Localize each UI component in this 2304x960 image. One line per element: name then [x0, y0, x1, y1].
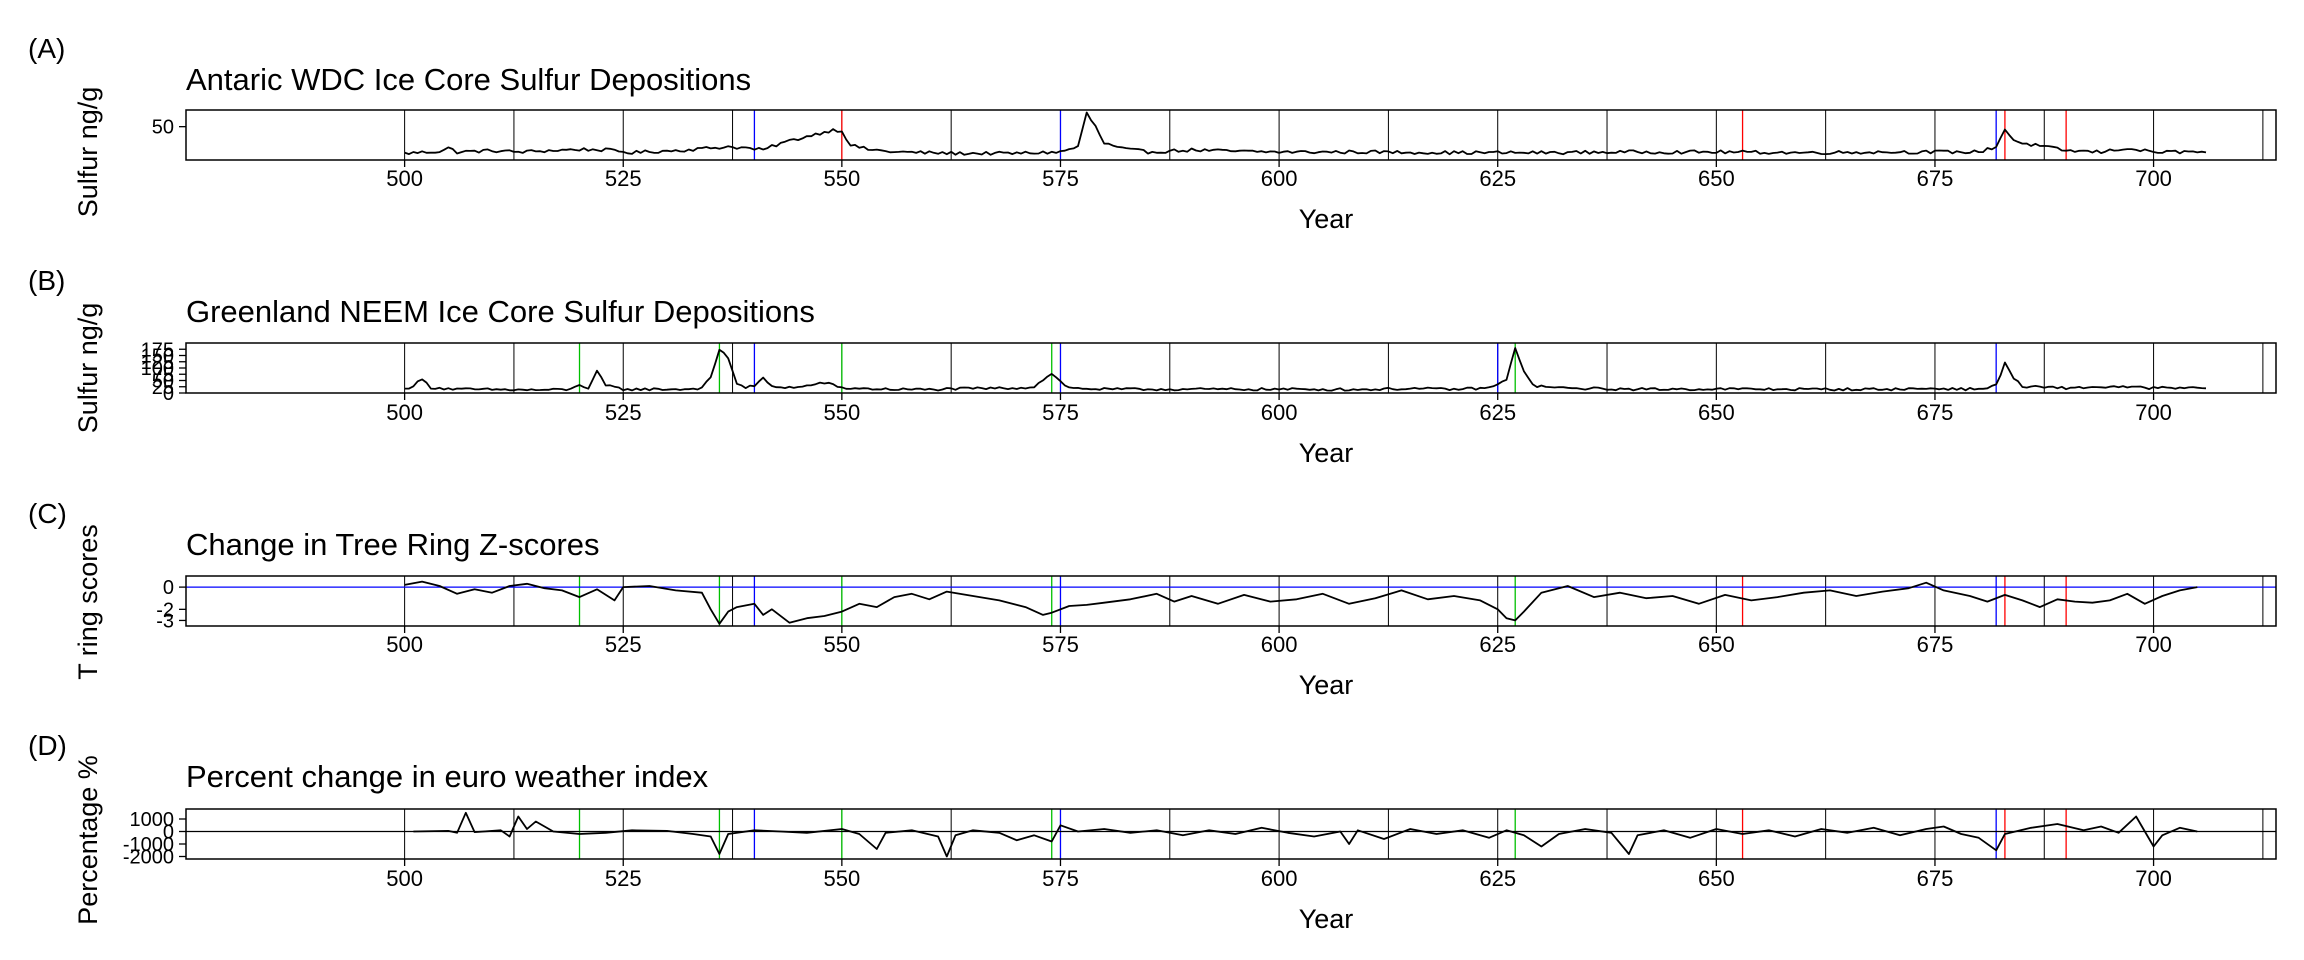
x-tick-label: 575 — [1042, 866, 1079, 891]
chart-panel-2: (B) Greenland NEEM Ice Core Sulfur Deposi… — [28, 265, 2277, 468]
panel-label: (C) — [28, 498, 67, 529]
y-tick-label: -1000 — [123, 834, 174, 856]
x-tick-label: 650 — [1698, 866, 1735, 891]
x-tick-label: 675 — [1917, 166, 1954, 191]
x-tick-label: 525 — [605, 166, 642, 191]
chart-title: Antaric WDC Ice Core Sulfur Depositions — [186, 62, 751, 97]
plot-frame — [185, 342, 2277, 394]
plot-frame — [185, 575, 2277, 627]
x-axis-label: Year — [1299, 438, 1354, 468]
x-tick-label: 625 — [1479, 866, 1516, 891]
panel-label: (D) — [28, 730, 67, 761]
x-tick-label: 575 — [1042, 632, 1079, 657]
y-tick-label: 1000 — [130, 809, 175, 831]
y-tick-label: -2 — [156, 599, 174, 621]
chart-panel-3: (C) Change in Tree Ring Z-scores T ring sc… — [28, 498, 2277, 700]
y-tick-label: 50 — [152, 371, 174, 393]
y-tick-label: -3 — [156, 610, 174, 632]
series-line — [404, 580, 2198, 625]
x-tick-label: 650 — [1698, 400, 1735, 425]
y-axis-label: Percentage % — [73, 755, 103, 925]
y-tick-label: 0 — [163, 822, 174, 844]
x-tick-label: 500 — [386, 166, 423, 191]
y-axis-label: Sulfur ng/g — [73, 303, 103, 434]
chart-title: Percent change in euro weather index — [186, 759, 709, 794]
x-axis-label: Year — [1299, 670, 1354, 700]
y-tick-label: 100 — [141, 358, 174, 380]
x-tick-label: 650 — [1698, 166, 1735, 191]
x-tick-label: 550 — [823, 866, 860, 891]
x-tick-label: 675 — [1917, 400, 1954, 425]
chart-title: Greenland NEEM Ice Core Sulfur Depositio… — [186, 294, 815, 329]
y-axis-label: Sulfur ng/g — [73, 87, 103, 218]
x-tick-label: 525 — [605, 400, 642, 425]
panel-label: (A) — [28, 33, 65, 64]
panel-label: (B) — [28, 265, 65, 296]
y-tick-label: 0 — [163, 577, 174, 599]
x-tick-label: 675 — [1917, 866, 1954, 891]
x-tick-label: 700 — [2135, 866, 2172, 891]
x-tick-label: 675 — [1917, 632, 1954, 657]
x-tick-label: 550 — [823, 166, 860, 191]
x-tick-label: 625 — [1479, 166, 1516, 191]
y-tick-label: 150 — [141, 346, 174, 368]
x-tick-label: 500 — [386, 400, 423, 425]
series-line — [404, 111, 2207, 156]
x-tick-label: 525 — [605, 866, 642, 891]
x-tick-label: 550 — [823, 632, 860, 657]
series-line — [404, 347, 2207, 392]
x-tick-label: 575 — [1042, 166, 1079, 191]
x-tick-label: 575 — [1042, 400, 1079, 425]
x-tick-label: 600 — [1261, 866, 1298, 891]
x-tick-label: 650 — [1698, 632, 1735, 657]
series-line — [413, 811, 2198, 858]
y-tick-label: 125 — [141, 352, 174, 374]
x-tick-label: 625 — [1479, 400, 1516, 425]
y-tick-label: 50 — [152, 117, 174, 139]
x-tick-label: 625 — [1479, 632, 1516, 657]
x-tick-label: 500 — [386, 632, 423, 657]
x-tick-label: 700 — [2135, 400, 2172, 425]
y-tick-label: -2000 — [123, 847, 174, 869]
x-tick-label: 700 — [2135, 166, 2172, 191]
x-tick-label: 550 — [823, 400, 860, 425]
x-tick-label: 600 — [1261, 166, 1298, 191]
y-tick-label: 175 — [141, 339, 174, 361]
chart-panel-4: (D) Percent change in euro weather index P… — [28, 730, 2277, 934]
x-tick-label: 525 — [605, 632, 642, 657]
y-tick-label: 75 — [152, 364, 174, 386]
y-axis-label: T ring scores — [73, 524, 103, 680]
chart-panel-1: (A) Antaric WDC Ice Core Sulfur Depositio… — [28, 33, 2277, 234]
x-axis-label: Year — [1299, 904, 1354, 934]
x-tick-label: 700 — [2135, 632, 2172, 657]
plot-frame — [185, 808, 2277, 860]
x-tick-label: 500 — [386, 866, 423, 891]
x-tick-label: 600 — [1261, 632, 1298, 657]
x-tick-label: 600 — [1261, 400, 1298, 425]
y-tick-label: 0 — [163, 383, 174, 405]
y-tick-label: 25 — [152, 377, 174, 399]
plot-frame — [185, 109, 2277, 161]
x-axis-label: Year — [1299, 204, 1354, 234]
chart-title: Change in Tree Ring Z-scores — [186, 527, 600, 562]
